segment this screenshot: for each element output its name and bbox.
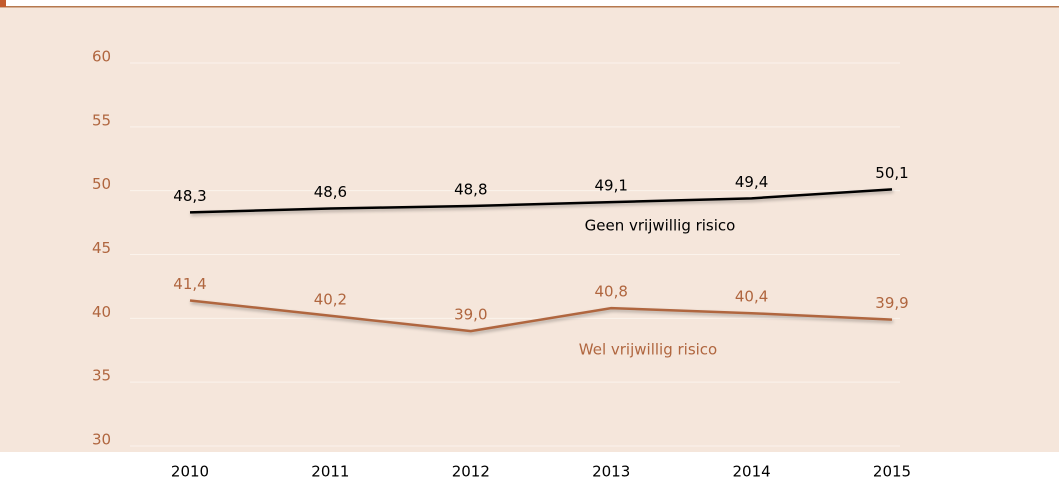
y-tick-label: 35 [92, 367, 111, 385]
series-line [189, 188, 893, 214]
y-tick-label: 50 [92, 175, 111, 193]
data-label: 50,1 [875, 164, 908, 182]
x-tick-label: 2010 [171, 463, 209, 481]
y-tick-label: 30 [92, 431, 111, 449]
data-label: 41,4 [173, 275, 206, 293]
y-tick-label: 40 [92, 303, 111, 321]
corner-mark [0, 0, 6, 7]
y-tick-label: 55 [92, 111, 111, 129]
data-label: 48,3 [173, 187, 206, 205]
x-tick-label: 2015 [873, 463, 911, 481]
data-label: 48,6 [314, 183, 347, 201]
data-label: 48,8 [454, 180, 487, 198]
x-tick-label: 2012 [452, 463, 490, 481]
x-tick-label: 2011 [311, 463, 349, 481]
data-label: 49,1 [594, 177, 627, 195]
x-tick-label: 2014 [733, 463, 771, 481]
x-tick-label: 2013 [592, 463, 630, 481]
data-label: 39,9 [875, 294, 908, 312]
y-tick-label: 45 [92, 239, 111, 257]
series-label: Wel vrijwillig risico [579, 341, 717, 359]
series-line [189, 299, 893, 333]
data-label: 39,0 [454, 306, 487, 324]
series-label: Geen vrijwillig risico [585, 217, 736, 235]
y-tick-label: 60 [92, 48, 111, 66]
data-label: 40,2 [314, 290, 347, 308]
top-rule [0, 6, 1059, 8]
data-label: 40,4 [735, 288, 768, 306]
data-label: 49,4 [735, 173, 768, 191]
data-label: 40,8 [594, 283, 627, 301]
plot-background [0, 7, 1059, 452]
